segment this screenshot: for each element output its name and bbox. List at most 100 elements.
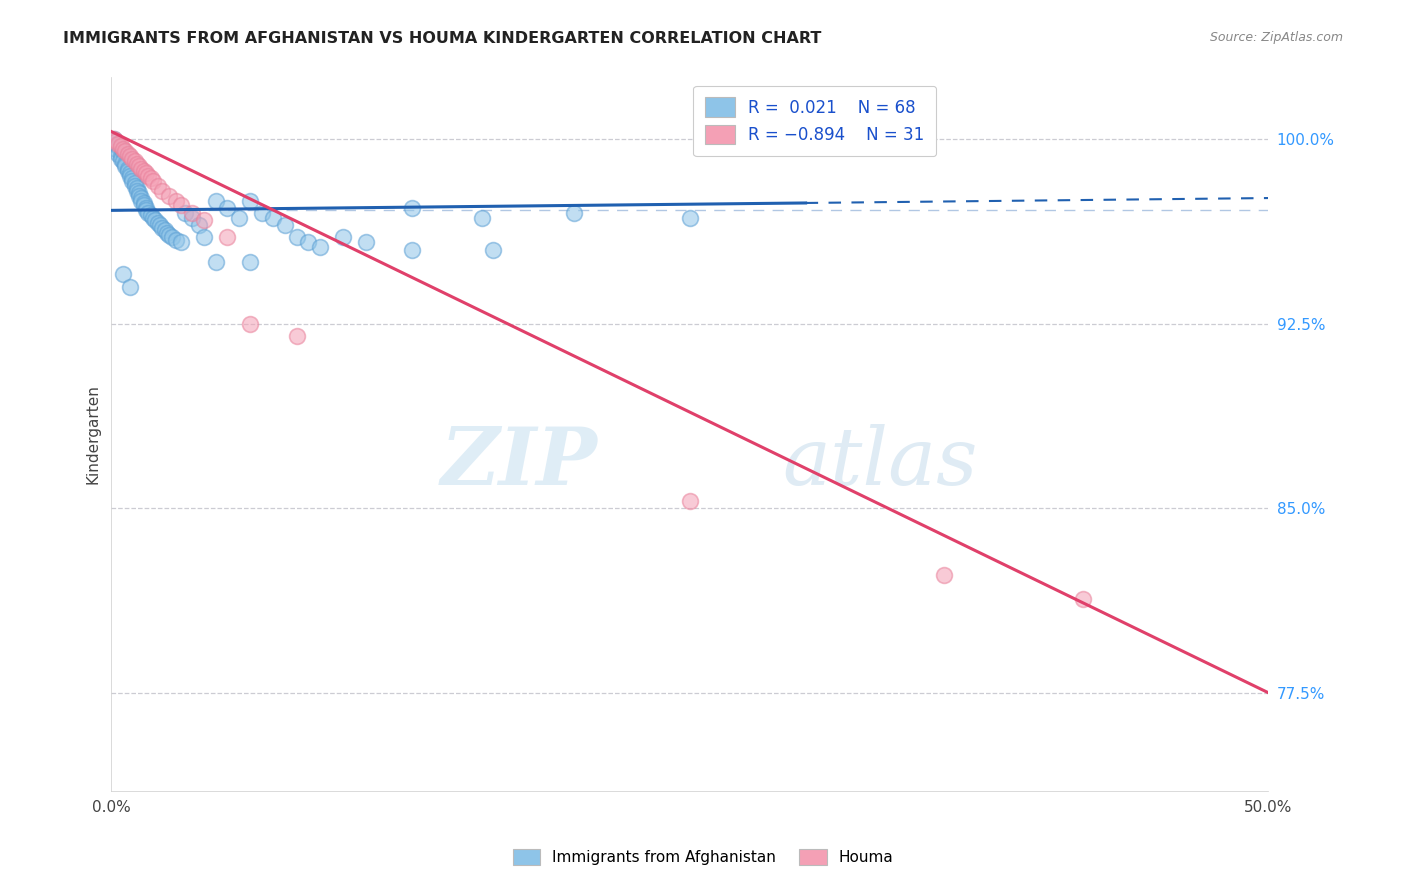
Point [193, 230, 215, 244]
Point [308, 240, 330, 254]
Y-axis label: Kindergarten: Kindergarten [86, 384, 100, 484]
Point [132, 198, 155, 212]
Point [135, 203, 157, 218]
Point [160, 230, 183, 244]
Point [149, 218, 172, 232]
Point [132, 196, 155, 211]
Point [174, 206, 197, 220]
Point [145, 213, 167, 227]
Point [105, 142, 128, 156]
Point [139, 171, 162, 186]
Point [679, 211, 702, 225]
Point [125, 184, 148, 198]
Point [332, 230, 354, 244]
Point [118, 149, 141, 163]
Point [103, 132, 125, 146]
Point [150, 184, 173, 198]
Point [131, 191, 153, 205]
Point [114, 159, 136, 173]
Point [107, 139, 129, 153]
Point [138, 206, 160, 220]
Point [285, 230, 308, 244]
Point [142, 211, 165, 225]
Point [250, 206, 273, 220]
Point [562, 206, 585, 220]
Point [401, 243, 423, 257]
Point [401, 201, 423, 215]
Point [128, 159, 150, 173]
Point [146, 216, 169, 230]
Point [118, 169, 141, 183]
Point [170, 198, 193, 212]
Point [105, 135, 128, 149]
Text: ZIP: ZIP [440, 424, 598, 501]
Point [139, 208, 162, 222]
Point [157, 188, 180, 202]
Point [297, 235, 319, 250]
Point [285, 329, 308, 343]
Point [118, 166, 141, 180]
Point [165, 233, 187, 247]
Point [157, 227, 180, 242]
Point [131, 161, 153, 176]
Point [217, 201, 239, 215]
Point [156, 226, 179, 240]
Point [125, 181, 148, 195]
Point [471, 211, 494, 225]
Point [679, 493, 702, 508]
Point [193, 213, 215, 227]
Point [110, 139, 132, 153]
Point [128, 186, 150, 201]
Point [117, 161, 139, 176]
Point [934, 567, 956, 582]
Point [1071, 592, 1094, 607]
Point [110, 152, 132, 166]
Point [107, 146, 129, 161]
Legend: Immigrants from Afghanistan, Houma: Immigrants from Afghanistan, Houma [506, 843, 900, 871]
Point [239, 255, 262, 269]
Point [217, 230, 239, 244]
Point [125, 156, 148, 170]
Point [482, 243, 505, 257]
Point [150, 220, 173, 235]
Point [107, 136, 129, 151]
Point [117, 146, 139, 161]
Point [124, 178, 146, 193]
Legend: R =  0.021    N = 68, R = −0.894    N = 31: R = 0.021 N = 68, R = −0.894 N = 31 [693, 86, 936, 156]
Text: Source: ZipAtlas.com: Source: ZipAtlas.com [1209, 31, 1343, 45]
Point [132, 164, 155, 178]
Point [121, 152, 143, 166]
Point [111, 142, 134, 156]
Point [239, 194, 262, 208]
Point [188, 218, 211, 232]
Point [111, 268, 134, 282]
Point [146, 178, 169, 193]
Point [105, 136, 128, 151]
Point [114, 156, 136, 170]
Point [239, 317, 262, 331]
Point [117, 164, 139, 178]
Text: IMMIGRANTS FROM AFGHANISTAN VS HOUMA KINDERGARTEN CORRELATION CHART: IMMIGRANTS FROM AFGHANISTAN VS HOUMA KIN… [63, 31, 821, 46]
Point [228, 211, 250, 225]
Point [111, 154, 134, 169]
Point [181, 206, 204, 220]
Point [165, 194, 187, 208]
Point [128, 188, 150, 202]
Point [114, 145, 136, 159]
Point [204, 194, 226, 208]
Point [204, 255, 226, 269]
Point [118, 279, 141, 293]
Point [124, 154, 146, 169]
Point [111, 145, 134, 159]
Point [142, 174, 165, 188]
Point [124, 176, 146, 190]
Point [262, 211, 284, 225]
Point [138, 169, 160, 183]
Point [110, 149, 132, 163]
Point [170, 235, 193, 250]
Point [274, 218, 297, 232]
Point [131, 194, 153, 208]
Point [181, 211, 204, 225]
Point [135, 201, 157, 215]
Point [354, 235, 377, 250]
